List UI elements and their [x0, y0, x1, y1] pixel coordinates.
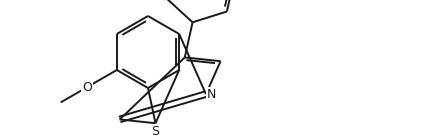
Text: O: O [82, 81, 92, 94]
Text: N: N [207, 88, 216, 101]
Text: S: S [152, 125, 159, 138]
